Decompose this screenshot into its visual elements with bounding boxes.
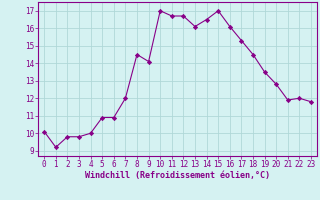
- X-axis label: Windchill (Refroidissement éolien,°C): Windchill (Refroidissement éolien,°C): [85, 171, 270, 180]
